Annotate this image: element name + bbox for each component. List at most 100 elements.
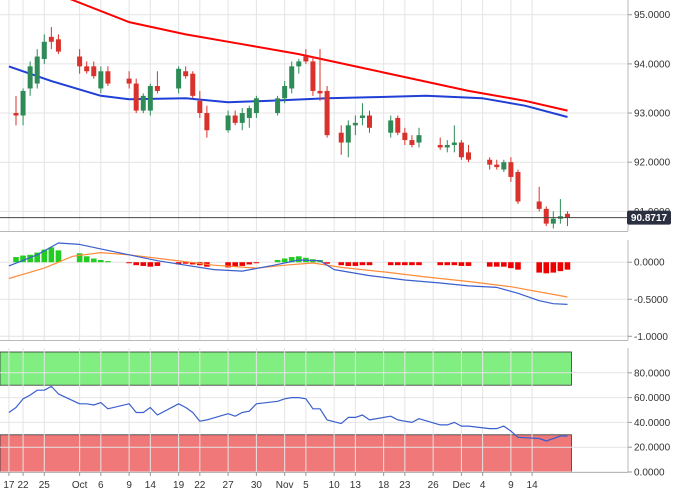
candle <box>352 115 358 136</box>
candle <box>289 61 295 94</box>
candle <box>183 66 189 79</box>
macd-histogram-bar <box>140 262 147 266</box>
candle <box>48 27 54 50</box>
macd-histogram-bar <box>232 262 238 267</box>
macd-histogram-bar <box>501 262 507 267</box>
candle <box>494 159 500 170</box>
price-tick-label: 92.0000 <box>634 158 671 169</box>
moving-average-slow <box>8 65 568 118</box>
candle <box>239 108 245 131</box>
rsi-oversold-zone <box>0 434 572 473</box>
macd-histogram-bar <box>486 262 493 267</box>
macd-histogram-bar <box>352 262 359 266</box>
candle <box>402 127 408 145</box>
candle-body <box>147 86 153 111</box>
rsi-tick-label: 80.0000 <box>634 368 671 379</box>
candle <box>147 83 153 116</box>
candle-body <box>190 73 196 96</box>
macd-histogram-bar <box>281 258 288 263</box>
date-tick-label: 22 <box>18 480 30 491</box>
candle <box>338 125 344 155</box>
candle <box>98 66 104 94</box>
candle <box>41 34 47 64</box>
candle <box>564 211 570 227</box>
candle <box>465 144 471 163</box>
candle-body <box>303 56 309 62</box>
macd-histogram-bar <box>239 262 246 266</box>
rsi-line-path <box>8 385 568 442</box>
candle <box>204 105 210 138</box>
candle-body <box>388 120 394 133</box>
candle-body <box>501 162 507 170</box>
candle <box>395 115 401 136</box>
candle <box>77 49 83 74</box>
price-tick-label: 94.0000 <box>634 59 671 70</box>
candle <box>296 58 302 74</box>
macd-histogram-bar <box>366 262 373 266</box>
macd-tick-label: 0.0000 <box>634 258 665 269</box>
date-tick-label: 9 <box>508 480 514 491</box>
date-tick-label: 17 <box>3 480 15 491</box>
candle <box>140 93 146 114</box>
candle-body <box>543 208 549 224</box>
candle <box>105 66 111 87</box>
macd-histogram-bar <box>451 262 458 266</box>
rsi-tick-label: 40.0000 <box>634 418 671 429</box>
date-tick-label: 26 <box>428 480 440 491</box>
candle-body <box>77 56 83 67</box>
rsi-pane: 0.0000 20.0000 40.0000 60.0000 80.0000 <box>0 348 671 479</box>
candle <box>232 110 238 126</box>
candle <box>91 61 97 79</box>
candle-body <box>289 66 295 89</box>
macd-histogram-bar <box>437 262 443 266</box>
candle <box>282 81 288 104</box>
last-price-tag-background <box>627 210 671 225</box>
moving-average-fast <box>69 0 568 112</box>
macd-histogram-bar <box>338 262 345 266</box>
candle-body <box>564 213 570 218</box>
candle-body <box>91 66 97 77</box>
candle-body <box>55 39 61 52</box>
candle <box>550 211 556 229</box>
macd-histogram-bar <box>324 262 330 264</box>
date-tick-label: 27 <box>223 480 235 491</box>
macd-tick-label: -1.0000 <box>634 332 668 343</box>
candle-body <box>359 115 365 118</box>
candle-body <box>317 90 323 94</box>
candle <box>303 49 309 64</box>
candle-body <box>133 83 139 111</box>
candle <box>275 95 281 116</box>
candle <box>246 105 252 128</box>
date-tick-label: Dec <box>453 480 471 491</box>
candle <box>310 56 316 96</box>
macd-histogram-bar <box>508 262 514 269</box>
rsi-gridlines <box>0 348 629 473</box>
macd-histogram-bar <box>557 262 564 272</box>
candle <box>176 66 182 94</box>
candle-body <box>253 98 259 114</box>
candle-body <box>494 164 500 168</box>
candle <box>154 71 160 94</box>
candle <box>458 140 464 160</box>
macd-signal-line <box>8 252 568 298</box>
macd-histogram-bar <box>543 262 550 274</box>
candle <box>345 120 351 158</box>
macd-pane: 0.0000 -0.5000 -1.0000 <box>0 240 668 343</box>
macd-histogram-bar <box>536 262 542 273</box>
candle-body <box>487 159 493 165</box>
macd-histogram-bar <box>274 260 281 263</box>
macd-main-line <box>8 242 568 305</box>
last-price-value: 90.8717 <box>631 213 668 224</box>
candle <box>324 86 330 138</box>
candle-body <box>197 100 203 114</box>
macd-histogram-bar <box>296 256 302 263</box>
candle-body <box>176 68 182 89</box>
date-tick-label: 18 <box>378 480 390 491</box>
candle-body <box>282 86 288 99</box>
rsi-zones <box>0 351 572 473</box>
macd-axis: 0.0000 -0.5000 -1.0000 <box>628 258 668 343</box>
date-axis: 17 22 25 Oct 6 9 14 19 22 27 30 Nov 5 10 13 18 23 26 Dec 4 9… <box>3 472 538 491</box>
candle-body <box>105 71 111 84</box>
date-tick-label: 19 <box>173 480 185 491</box>
candle <box>451 125 457 153</box>
